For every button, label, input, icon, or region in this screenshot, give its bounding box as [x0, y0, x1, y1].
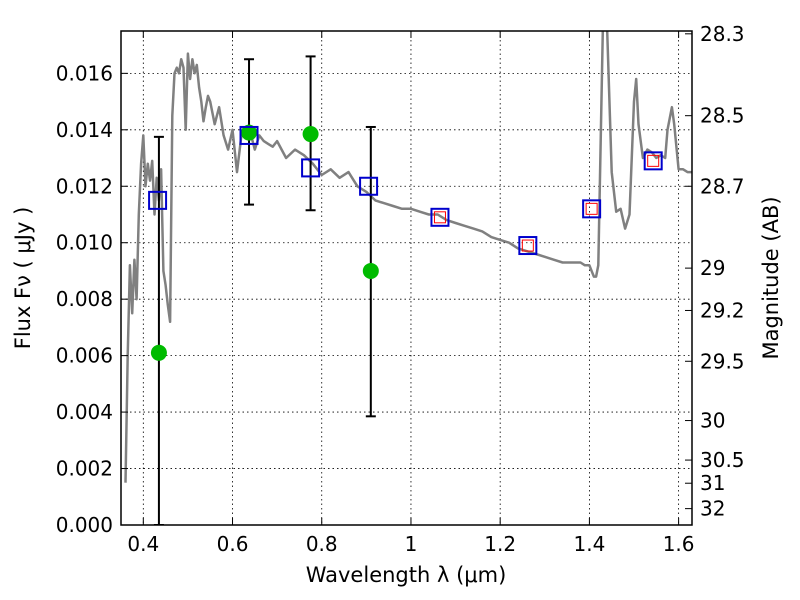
y-tick-label: 0.014: [56, 118, 113, 142]
y2-tick-label: 30.5: [700, 448, 745, 472]
y-tick-label: 0.000: [56, 513, 113, 537]
observed-point: [241, 124, 258, 141]
y-axis-title: Flux Fν ( μJy ): [11, 207, 35, 350]
x-tick-label: 0.6: [217, 532, 249, 556]
model-band-point: [643, 151, 663, 171]
plot-frame: [120, 30, 693, 526]
x-tick-label: 1.2: [484, 532, 516, 556]
model-band-point: [301, 158, 321, 178]
model-band-point-small: [433, 211, 446, 224]
y-tick-label: 0.004: [56, 400, 113, 424]
plot-background: [121, 31, 692, 525]
model-band-point: [359, 176, 379, 196]
model-band-point: [239, 125, 259, 145]
y2-tick-label: 28.7: [700, 174, 745, 198]
y2-tick-label: 29.2: [700, 298, 745, 322]
model-band-point: [518, 236, 538, 256]
x-tick-label: 1.6: [663, 532, 695, 556]
y2-tick-label: 29: [700, 256, 725, 280]
y2-tick-label: 28.3: [700, 22, 745, 46]
x-axis-title: Wavelength λ (μm): [306, 563, 507, 587]
model-band-point: [148, 190, 168, 210]
y-tick-label: 0.016: [56, 61, 113, 85]
y-tick-label: 0.002: [56, 457, 113, 481]
observed-point: [150, 344, 167, 361]
x-tick-label: 0.8: [306, 532, 338, 556]
y2-tick-label: 29.5: [700, 349, 745, 373]
y2-tick-label: 30: [700, 409, 725, 433]
model-band-point-small: [585, 202, 598, 215]
y2-tick-label: 31: [700, 471, 725, 495]
y2-tick-label: 28.5: [700, 104, 745, 128]
y-axis-left: 0.000 0.002 0.004 0.006 0.008 0.010 0.012 0.014…: [56, 61, 128, 537]
y2-tick-label: 32: [700, 497, 725, 521]
y-tick-label: 0.006: [56, 344, 113, 368]
sed-model-line: [124, 31, 692, 483]
observed-point: [362, 262, 379, 279]
observed-point: [302, 126, 319, 143]
y-tick-label: 0.008: [56, 287, 113, 311]
x-tick-label: 0.4: [127, 532, 159, 556]
model-band-point-small: [647, 154, 660, 167]
x-tick-label: 1: [405, 532, 418, 556]
model-band-point: [582, 199, 602, 219]
x-tick-label: 1.4: [573, 532, 605, 556]
x-axis: 0.4 0.6 0.8 1 1.2 1.4 1.6: [127, 31, 695, 556]
y2-axis-title: Magnitude (AB): [759, 196, 783, 359]
y-tick-label: 0.010: [56, 231, 113, 255]
model-band-point-small: [521, 239, 534, 252]
model-band-point: [430, 207, 450, 227]
series-layer: [124, 31, 692, 525]
y-tick-label: 0.012: [56, 174, 113, 198]
